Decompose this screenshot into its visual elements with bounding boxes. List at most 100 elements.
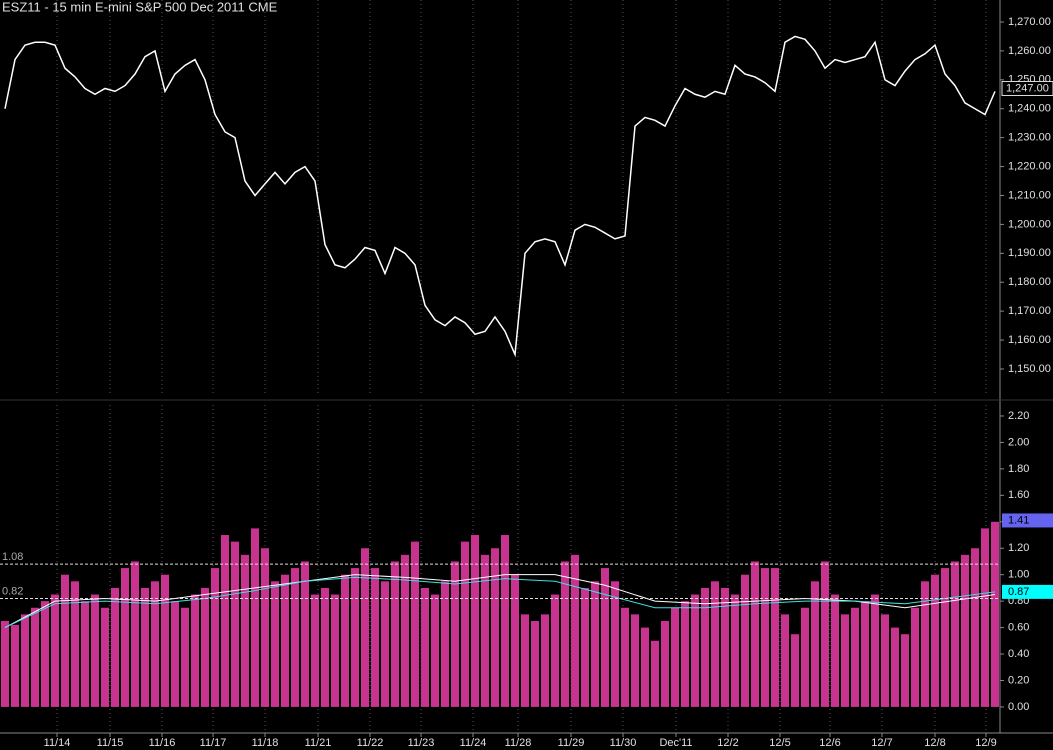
x-tick-label: 11/17 [200,737,227,749]
x-tick-label: 11/30 [610,737,637,749]
bar [541,614,549,707]
y-tick-label: 1,210.00 [1008,189,1051,201]
y-tick-label: 1,270.00 [1008,16,1051,28]
x-tick-label: 12/5 [769,737,790,749]
y-tick-label: 0.00 [1008,701,1029,713]
x-tick-label: 11/14 [44,737,71,749]
bar [301,561,309,707]
x-tick-label: 11/16 [149,737,176,749]
bar [51,594,59,707]
last-price-box [1001,80,1053,96]
bar [671,607,679,707]
bar [591,581,599,707]
bar [681,601,689,707]
bar [791,634,799,707]
bar [121,568,129,707]
bar [631,614,639,707]
bar [861,601,869,707]
bar [641,627,649,707]
x-tick-label: 11/22 [357,737,384,749]
bar [511,574,519,707]
bar [401,554,409,707]
bar [561,561,569,707]
bar [241,554,249,707]
bar [921,581,929,707]
x-tick-label: 11/21 [305,737,332,749]
last-price-label: 1,247.00 [1006,82,1049,94]
bar [191,594,199,707]
bar [21,614,29,707]
x-tick-label: 11/15 [97,737,124,749]
x-tick-label: 12/2 [717,737,738,749]
x-tick-label: 11/24 [460,737,487,749]
chart-title: ESZ11 - 15 min E-mini S&P 500 Dec 2011 C… [2,0,278,14]
bar [951,561,959,707]
y-tick-label: 0.40 [1008,648,1029,660]
last-value-label: 0.87 [1008,586,1029,598]
bar [581,587,589,707]
x-tick-label: 12/7 [871,737,892,749]
last-value-label: 1.41 [1008,514,1029,526]
bar [741,574,749,707]
bar [961,554,969,707]
y-tick-label: 1,240.00 [1008,103,1051,115]
bar [941,568,949,707]
bar [651,640,659,707]
bar [311,594,319,707]
x-tick-label: 12/9 [975,737,996,749]
bar [521,614,529,707]
bar [1,620,9,707]
y-tick-label: 1,260.00 [1008,45,1051,57]
bar [371,568,379,707]
bar [551,594,559,707]
bar [891,627,899,707]
bar [461,541,469,707]
x-tick-label: 11/29 [558,737,585,749]
last-value-box [1002,584,1053,599]
bar [731,594,739,707]
bar [901,634,909,707]
bar [721,587,729,707]
bar [361,548,369,707]
average-line [4,576,996,629]
bar [351,568,359,707]
y-tick-label: 1,200.00 [1008,218,1051,230]
y-tick-label: 1,230.00 [1008,132,1051,144]
bar [391,561,399,707]
bar [411,541,419,707]
bar [771,568,779,707]
y-tick-label: 2.20 [1008,410,1029,422]
y-tick-label: 2.00 [1008,436,1029,448]
bar [231,541,239,707]
y-tick-label: 1.20 [1008,542,1029,554]
bar [261,548,269,707]
bar [491,548,499,707]
bar [841,614,849,707]
bar [451,561,459,707]
bar [271,581,279,707]
x-tick-label: 11/23 [408,737,435,749]
bar [291,568,299,707]
bar [281,574,289,707]
bar [991,521,999,707]
bar [851,607,859,707]
bar [91,594,99,707]
y-tick-label: 1,180.00 [1008,276,1051,288]
bar [481,554,489,707]
bar [181,607,189,707]
bar [931,574,939,707]
bar [381,581,389,707]
x-tick-label: 12/6 [819,737,840,749]
level-label: 1.08 [2,551,23,563]
last-value-box [1002,513,1053,528]
x-tick-label: 12/8 [924,737,945,749]
bar [431,594,439,707]
bar [971,548,979,707]
bar [471,535,479,707]
bar [41,601,49,707]
x-tick-label: 11/18 [252,737,279,749]
bar [111,587,119,707]
bar [341,574,349,707]
bar [11,624,19,707]
bar [441,581,449,707]
